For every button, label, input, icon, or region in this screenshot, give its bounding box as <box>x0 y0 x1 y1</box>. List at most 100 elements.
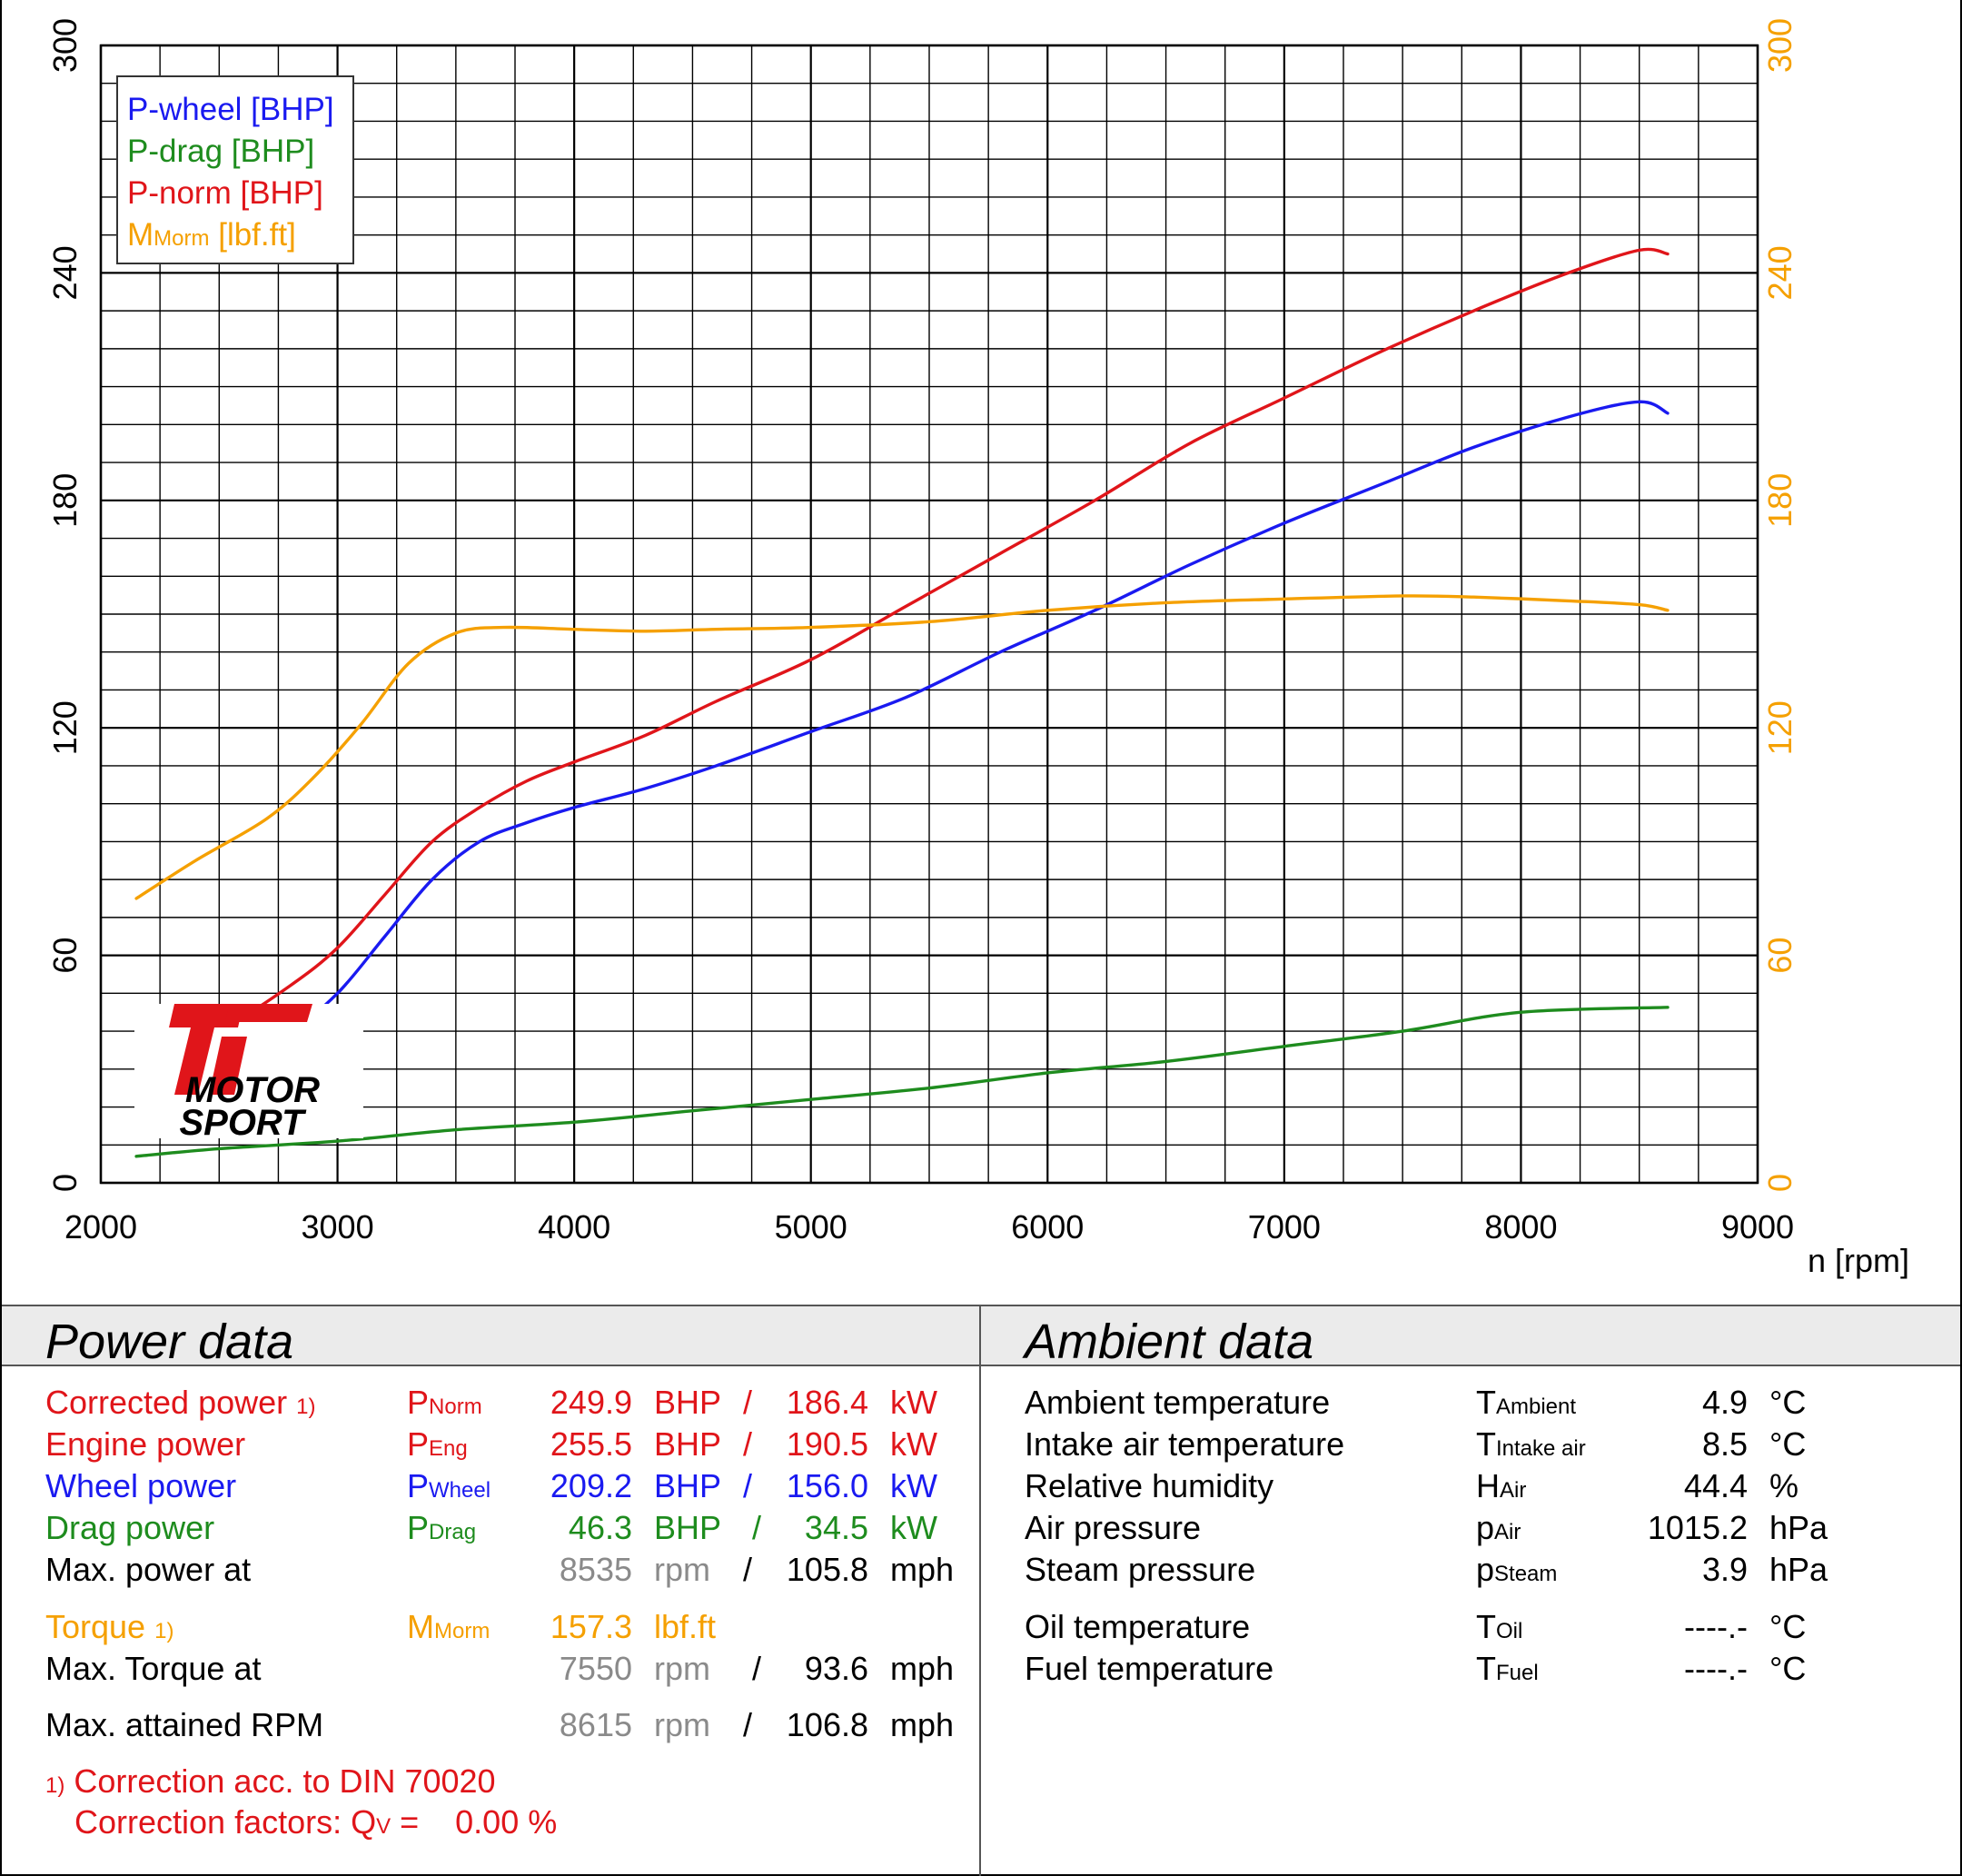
engine-power-bhp: 255.5 <box>550 1425 632 1463</box>
max-power-rpm: 8535 <box>559 1551 632 1588</box>
wheel-power-symbol: PWheel <box>407 1467 491 1504</box>
engine-power-bhp-unit: BHP <box>654 1425 722 1463</box>
torque-value: 157.3 <box>550 1608 632 1645</box>
corrected-power-bhp-unit: BHP <box>654 1384 722 1421</box>
panel-divider <box>979 1305 981 1876</box>
legend-p-wheel: P-wheel [BHP] <box>127 92 334 127</box>
x-tick-label: 7000 <box>1248 1208 1321 1246</box>
engine-power-kw: 190.5 <box>786 1425 868 1463</box>
wheel-power-kw: 156.0 <box>786 1467 868 1504</box>
drag-power-bhp-unit: BHP <box>654 1509 722 1546</box>
chart-series <box>134 247 1670 1158</box>
ambient-temp-value: 4.9 <box>1701 1384 1748 1421</box>
y2-tick-label: 180 <box>1761 473 1798 528</box>
footnote-line2: Correction factors: QV = 0.00 % <box>74 1803 558 1841</box>
torque-label: Torque 1) <box>45 1608 174 1645</box>
max-rpm-unit: rpm <box>654 1706 710 1743</box>
y-tick-label: 120 <box>46 700 84 755</box>
oil-temp-symbol: TOil <box>1476 1608 1523 1645</box>
wheel-power-bhp: 209.2 <box>550 1467 632 1504</box>
max-power-rpm-unit: rpm <box>654 1551 710 1588</box>
x-tick-label: 3000 <box>302 1208 374 1246</box>
fuel-temp-label: Fuel temperature <box>1025 1650 1274 1687</box>
max-rpm-slash: / <box>743 1706 753 1743</box>
max-rpm-label: Max. attained RPM <box>45 1706 324 1743</box>
drag-power-label: Drag power <box>45 1509 215 1546</box>
max-torque-label: Max. Torque at <box>45 1650 262 1687</box>
corrected-power-label: Corrected power 1) <box>45 1384 316 1421</box>
humidity-unit: % <box>1769 1467 1799 1504</box>
air-pressure-label: Air pressure <box>1025 1509 1202 1546</box>
corrected-power-kw: 186.4 <box>786 1384 868 1421</box>
fuel-temp-value: ----.- <box>1684 1650 1748 1687</box>
humidity-value: 44.4 <box>1683 1467 1748 1504</box>
ambient-temp-label: Ambient temperature <box>1025 1384 1331 1421</box>
y2-tick-label: 240 <box>1761 245 1798 300</box>
ti-motorsport-logo: MOTOR SPORT <box>134 1004 363 1143</box>
max-rpm-speed-unit: mph <box>890 1706 955 1743</box>
y2-tick-label: 300 <box>1761 18 1798 73</box>
engine-power-label: Engine power <box>45 1425 246 1463</box>
steam-pressure-value: 3.9 <box>1701 1551 1748 1588</box>
intake-air-temp-unit: °C <box>1769 1425 1807 1463</box>
x-tick-label: 5000 <box>775 1208 847 1246</box>
oil-temp-unit: °C <box>1769 1608 1807 1645</box>
humidity-label: Relative humidity <box>1025 1467 1274 1504</box>
drag-power-symbol: PDrag <box>407 1509 477 1546</box>
wheel-power-bhp-unit: BHP <box>654 1467 722 1504</box>
max-torque-rpm-unit: rpm <box>654 1650 710 1687</box>
corrected-power-kw-unit: kW <box>890 1384 937 1421</box>
y-tick-label: 180 <box>46 473 84 528</box>
x-axis-label: n [rpm] <box>1808 1242 1909 1279</box>
oil-temp-value: ----.- <box>1684 1608 1748 1645</box>
corrected-power-slash: / <box>743 1384 753 1421</box>
series-m-morm-line <box>134 594 1670 900</box>
legend-m-morm: MMorm [lbf.ft] <box>127 217 296 253</box>
power-data-title: Power data <box>45 1315 294 1369</box>
max-power-slash: / <box>743 1551 753 1588</box>
drag-power-kw-unit: kW <box>890 1509 937 1546</box>
legend-p-norm: P-norm [BHP] <box>127 175 323 211</box>
intake-air-temp-label: Intake air temperature <box>1025 1425 1345 1463</box>
air-pressure-value: 1015.2 <box>1647 1509 1748 1546</box>
y-tick-label: 300 <box>46 18 84 73</box>
power-panel-header <box>2 1305 979 1366</box>
y-tick-label: 0 <box>46 1174 84 1192</box>
ambient-panel-header <box>981 1305 1960 1366</box>
max-power-speed-unit: mph <box>890 1551 955 1588</box>
max-torque-speed: 93.6 <box>804 1650 868 1687</box>
plot-border <box>99 44 1759 1185</box>
y2-tick-label: 60 <box>1761 938 1798 974</box>
max-rpm-speed: 106.8 <box>786 1706 868 1743</box>
y2-tick-label: 0 <box>1761 1174 1798 1192</box>
series-p-drag-line <box>134 1006 1670 1158</box>
y-tick-label: 240 <box>46 245 84 300</box>
steam-pressure-unit: hPa <box>1769 1551 1828 1588</box>
x-tick-label: 4000 <box>538 1208 610 1246</box>
series-p-wheel-line <box>134 400 1670 1106</box>
corrected-power-symbol: PNorm <box>407 1384 482 1421</box>
y-tick-label: 60 <box>46 938 84 974</box>
max-power-speed: 105.8 <box>786 1551 868 1588</box>
drag-power-bhp: 46.3 <box>568 1509 632 1546</box>
oil-temp-label: Oil temperature <box>1025 1608 1251 1645</box>
svg-text:MOTOR: MOTOR <box>185 1070 320 1110</box>
footnote-line1: 1) Correction acc. to DIN 70020 <box>45 1762 496 1800</box>
torque-unit: lbf.ft <box>654 1608 717 1645</box>
svg-text:SPORT: SPORT <box>179 1103 307 1138</box>
torque-symbol: MMorm <box>407 1608 490 1645</box>
x-tick-label: 8000 <box>1484 1208 1557 1246</box>
ambient-temp-symbol: TAmbient <box>1476 1384 1577 1421</box>
drag-power-kw: 34.5 <box>804 1509 868 1546</box>
air-pressure-unit: hPa <box>1769 1509 1828 1546</box>
max-power-label: Max. power at <box>45 1551 252 1588</box>
engine-power-kw-unit: kW <box>890 1425 937 1463</box>
legend-p-drag: P-drag [BHP] <box>127 134 315 169</box>
y2-tick-label: 120 <box>1761 700 1798 755</box>
wheel-power-slash: / <box>743 1467 753 1504</box>
ambient-data-title: Ambient data <box>1025 1315 1314 1369</box>
chart-legend: P-wheel [BHP] P-drag [BHP] P-norm [BHP] … <box>116 75 354 264</box>
max-torque-speed-unit: mph <box>890 1650 955 1687</box>
